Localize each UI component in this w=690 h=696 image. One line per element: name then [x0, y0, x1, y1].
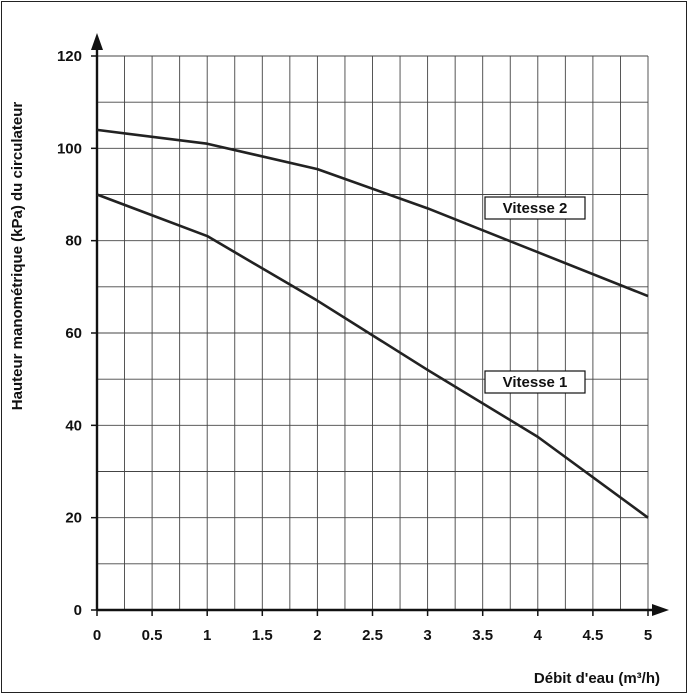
y-tick-label: 40 [65, 417, 82, 434]
x-tick-label: 4 [534, 627, 543, 644]
y-tick-label: 100 [57, 140, 82, 157]
x-tick-label: 4.5 [582, 627, 603, 644]
x-axis-arrow [652, 604, 669, 616]
y-tick-label: 120 [57, 48, 82, 65]
y-tick-label: 0 [74, 602, 82, 619]
x-tick-label: 0.5 [142, 627, 163, 644]
x-tick-label: 3.5 [472, 627, 493, 644]
x-tick-label: 2.5 [362, 627, 383, 644]
x-tick-label: 5 [644, 627, 652, 644]
series-label: Vitesse 2 [503, 200, 568, 217]
series-labels: Vitesse 2 Vitesse 1 [484, 196, 586, 394]
series-line-vitesse-1 [96, 193, 649, 519]
x-tick-label: 3 [423, 627, 431, 644]
x-tick-label: 0 [93, 627, 101, 644]
tick-labels: 0 0.5 1 1.5 2 2.5 3 3.5 4 4.5 5 0 20 40 60 80 100 120 [57, 48, 652, 644]
x-axis-title: Débit d'eau (m³/h) [534, 670, 660, 687]
y-tick-label: 20 [65, 510, 82, 527]
series-lines [96, 128, 649, 519]
series-line-vitesse-2 [96, 128, 649, 298]
x-tick-label: 1.5 [252, 627, 273, 644]
series-label-box [484, 196, 586, 220]
series-label-box [484, 370, 586, 394]
series-label: Vitesse 1 [503, 374, 568, 391]
y-tick-label: 80 [65, 233, 82, 250]
y-tick-label: 60 [65, 325, 82, 342]
axes [91, 33, 669, 616]
y-axis-arrow [91, 33, 103, 50]
x-tick-label: 2 [313, 627, 321, 644]
y-axis-title: Hauteur manométrique (kPa) du circulateu… [9, 102, 26, 411]
grid [97, 55, 649, 610]
x-tick-label: 1 [203, 627, 211, 644]
